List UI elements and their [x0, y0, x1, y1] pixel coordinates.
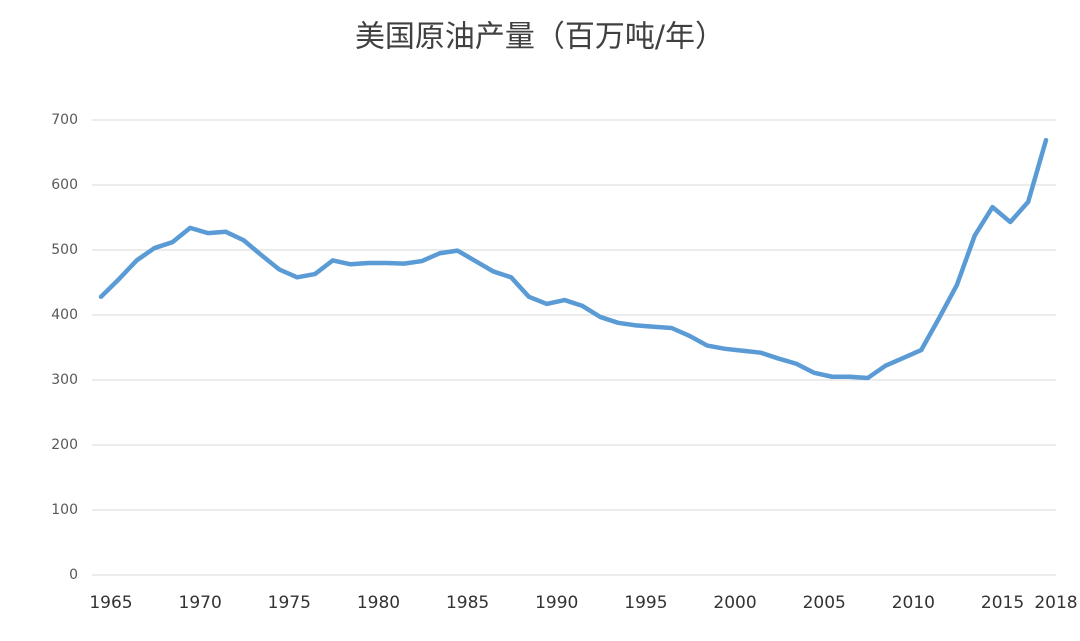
x-tick-label: 1980	[357, 593, 400, 613]
y-tick-label: 300	[51, 372, 78, 388]
x-tick-label: 2018	[1034, 593, 1077, 613]
y-tick-label: 0	[69, 567, 78, 583]
y-tick-label: 700	[51, 112, 78, 128]
y-tick-label: 600	[51, 177, 78, 193]
y-tick-label: 400	[51, 307, 78, 323]
x-tick-label: 1975	[268, 593, 311, 613]
x-tick-label: 2010	[892, 593, 935, 613]
x-tick-label: 2000	[713, 593, 756, 613]
y-tick-label: 100	[51, 502, 78, 518]
x-tick-label: 1995	[624, 593, 667, 613]
x-tick-label: 1990	[535, 593, 578, 613]
chart-title: 美国原油产量（百万吨/年）	[355, 20, 725, 55]
x-tick-label: 2015	[981, 593, 1024, 613]
y-tick-label: 500	[51, 242, 78, 258]
data-line	[98, 137, 1049, 381]
x-tick-label: 2005	[803, 593, 846, 613]
x-tick-label: 1965	[89, 593, 132, 613]
y-tick-label: 200	[51, 437, 78, 453]
x-tick-label: 1970	[179, 593, 222, 613]
x-tick-label: 1985	[446, 593, 489, 613]
